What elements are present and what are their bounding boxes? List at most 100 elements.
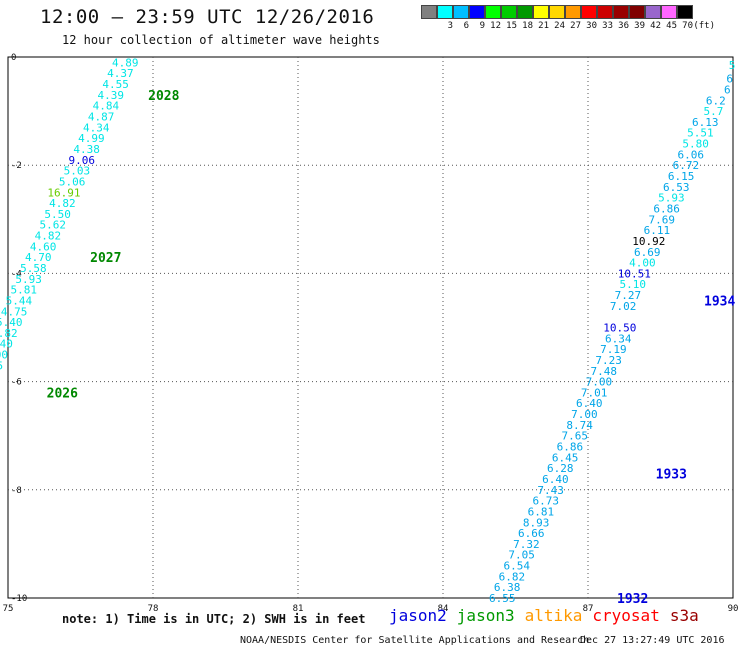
- legend-swatch: [645, 5, 661, 19]
- data-point-label: 5.40: [0, 338, 13, 351]
- data-point-label: 9.06: [69, 154, 96, 167]
- track-label: 2026: [47, 386, 78, 401]
- track-label: 1934: [704, 294, 735, 309]
- data-point-label: 7.43: [537, 484, 564, 497]
- legend-label: 70: [682, 21, 693, 31]
- data-point-label: 7.27: [615, 289, 642, 302]
- data-point-label: 6.40: [576, 397, 603, 410]
- data-point-label: 5.81: [11, 284, 38, 297]
- data-point-label: 5.82: [0, 327, 18, 340]
- data-point-label: 5.75: [0, 359, 3, 372]
- satellite-name-jason3: jason3: [456, 606, 515, 625]
- legend-label: 27: [570, 21, 581, 31]
- data-point-label: 5.06: [59, 175, 86, 188]
- y-tick-label: 0: [11, 53, 16, 63]
- legend-swatch: [421, 5, 437, 19]
- legend-label: 18: [522, 21, 533, 31]
- data-point-label: 6.13: [692, 116, 719, 129]
- data-point-label: 6.28: [547, 462, 574, 475]
- data-point-label: 5.58: [20, 262, 47, 275]
- legend-swatch: [533, 5, 549, 19]
- data-point-label: 5.40: [0, 316, 23, 329]
- data-point-label: 6.2: [706, 94, 726, 107]
- data-point-label: 7.00: [586, 376, 613, 389]
- legend-swatch: [629, 5, 645, 19]
- data-point-label: 6.72: [673, 159, 700, 172]
- track-label: 1932: [617, 592, 648, 607]
- satellite-name-jason2: jason2: [389, 606, 447, 625]
- data-point-label: 4.87: [88, 111, 115, 124]
- y-tick-label: -2: [11, 161, 22, 171]
- data-point-label: 10.92: [632, 235, 665, 248]
- data-point-label: 4.55: [102, 78, 129, 91]
- data-point-label: 16.91: [47, 186, 80, 199]
- data-point-label: 4.34: [83, 121, 110, 134]
- data-point-label: 10.50: [603, 322, 636, 335]
- legend-swatch: [581, 5, 597, 19]
- data-point-label: 4.37: [107, 67, 134, 80]
- satellite-name-altika: altika: [524, 606, 583, 625]
- data-point-label: 7.19: [600, 343, 627, 356]
- legend-label: 15: [506, 21, 517, 31]
- data-point-label: 6.06: [678, 148, 705, 161]
- data-point-label: 5.62: [40, 219, 67, 232]
- legend-label: 24: [554, 21, 565, 31]
- y-tick-label: -10: [11, 594, 27, 604]
- data-point-label: 5.93: [15, 273, 42, 286]
- legend-swatch: [437, 5, 453, 19]
- satellite-legend: jason2 jason3 altika cryosat s3a: [389, 606, 699, 625]
- data-point-label: 5.7: [703, 105, 723, 118]
- satellite-name-s3a: s3a: [669, 606, 699, 625]
- y-tick-label: -6: [11, 378, 22, 388]
- plot-frame: [7, 56, 734, 599]
- track-label: 2027: [90, 251, 121, 266]
- legend-label: 21: [538, 21, 549, 31]
- color-legend: 3 6 9 12 15 18 21 24 27 30 33 36 39 42 45 70 (ft): [421, 5, 715, 31]
- legend-swatch: [677, 5, 693, 19]
- data-point-label: 5.80: [682, 138, 709, 151]
- legend-label: 3: [447, 21, 453, 31]
- data-point-label: 8.93: [523, 516, 550, 529]
- data-point-label: 6.11: [644, 224, 671, 237]
- data-point-label: 6.53: [663, 181, 690, 194]
- data-point-label: 6: [726, 73, 733, 86]
- x-tick-label: 87: [583, 604, 594, 614]
- data-point-label: 5.51: [687, 127, 714, 140]
- data-point-label: 7.23: [595, 354, 622, 367]
- data-point-label: 4.75: [1, 305, 28, 318]
- data-point-label: 10.51: [618, 267, 651, 280]
- data-point-label: 4.82: [49, 197, 76, 210]
- x-tick-label: 81: [293, 604, 304, 614]
- data-point-label: 5.03: [64, 165, 91, 178]
- legend-swatch: [565, 5, 581, 19]
- track-label: 1933: [656, 468, 687, 483]
- data-point-label: 6.69: [634, 246, 661, 259]
- data-point-label: 8.74: [566, 419, 593, 432]
- data-point-label: 7.32: [513, 538, 540, 551]
- data-point-label: 4.00: [629, 257, 656, 270]
- data-point-label: 6.40: [542, 473, 569, 486]
- data-point-label: 7.01: [581, 386, 608, 399]
- legend-swatch: [613, 5, 629, 19]
- legend-label: 12: [490, 21, 501, 31]
- x-tick-label: 90: [728, 604, 739, 614]
- data-point-label: 5.10: [620, 278, 647, 291]
- legend-label: 45: [666, 21, 677, 31]
- data-point-label: 7.65: [562, 430, 589, 443]
- data-point-label: 6.81: [528, 505, 555, 518]
- legend-label: 42: [650, 21, 661, 31]
- data-point-label: 6.86: [557, 441, 584, 454]
- legend-labels: 3 6 9 12 15 18 21 24 27 30 33 36 39 42 45 70 (ft): [421, 21, 715, 31]
- data-point-label: 6.45: [552, 451, 579, 464]
- data-point-label: 7.02: [610, 300, 637, 313]
- data-point-label: 4.39: [98, 89, 125, 102]
- legend-label: 39: [634, 21, 645, 31]
- data-point-label: 4.82: [35, 230, 62, 243]
- legend-swatch: [453, 5, 469, 19]
- data-point-label: 5.50: [44, 208, 71, 221]
- x-tick-label: 75: [3, 604, 14, 614]
- legend-label: 33: [602, 21, 613, 31]
- legend-swatch: [469, 5, 485, 19]
- y-tick-label: -4: [11, 269, 22, 279]
